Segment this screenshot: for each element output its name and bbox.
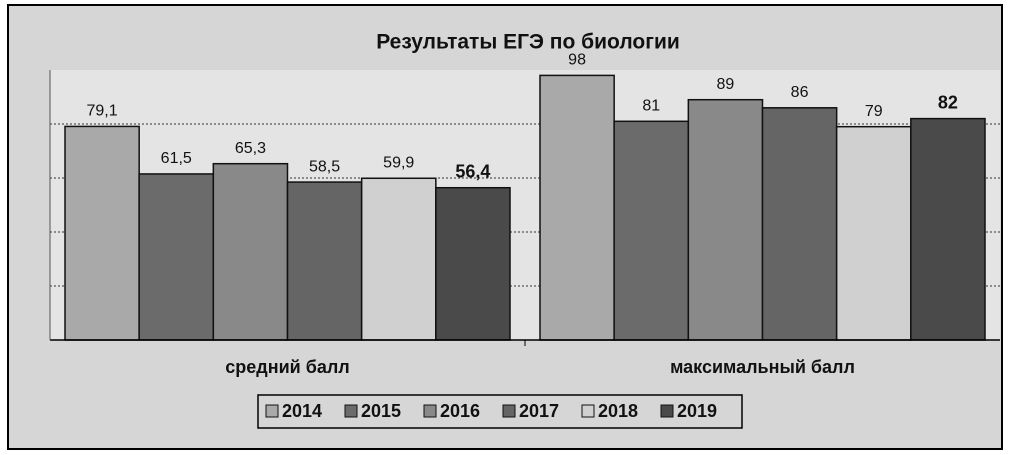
legend-label: 2014	[282, 401, 322, 421]
x-tick-label: максимальный балл	[670, 357, 855, 377]
bar	[910, 117, 986, 341]
bar	[687, 98, 764, 341]
bar	[835, 125, 912, 341]
bar	[539, 74, 615, 341]
legend-label: 2019	[677, 401, 717, 421]
bar	[435, 186, 511, 341]
bar	[212, 162, 289, 341]
legend-swatch	[502, 404, 516, 418]
bar	[613, 120, 690, 341]
value-label: 79	[865, 103, 883, 120]
value-label: 81	[642, 98, 660, 115]
legend-swatch	[581, 404, 595, 418]
legend-label: 2018	[598, 401, 638, 421]
value-label: 89	[717, 76, 735, 93]
legend-label: 2015	[361, 401, 401, 421]
legend-label: 2016	[440, 401, 480, 421]
value-label: 58,5	[309, 158, 340, 175]
x-tick-label: средний балл	[225, 357, 349, 377]
bar	[360, 177, 437, 341]
bar	[138, 173, 215, 341]
bar	[286, 181, 363, 341]
bar	[761, 107, 838, 341]
value-label: 79,1	[87, 103, 118, 120]
value-label: 86	[791, 84, 809, 101]
legend-swatch	[423, 404, 437, 418]
legend-swatch	[660, 404, 674, 418]
value-label: 56,4	[455, 161, 490, 181]
value-label: 59,9	[383, 154, 414, 171]
legend-swatch	[265, 404, 279, 418]
bar	[64, 125, 140, 341]
value-label: 98	[568, 52, 586, 69]
value-label: 65,3	[235, 140, 266, 157]
chart-title: Результаты ЕГЭ по биологии	[376, 31, 680, 54]
value-label: 82	[938, 92, 958, 112]
legend-label: 2017	[519, 401, 559, 421]
legend-swatch	[344, 404, 358, 418]
value-label: 61,5	[161, 150, 192, 167]
